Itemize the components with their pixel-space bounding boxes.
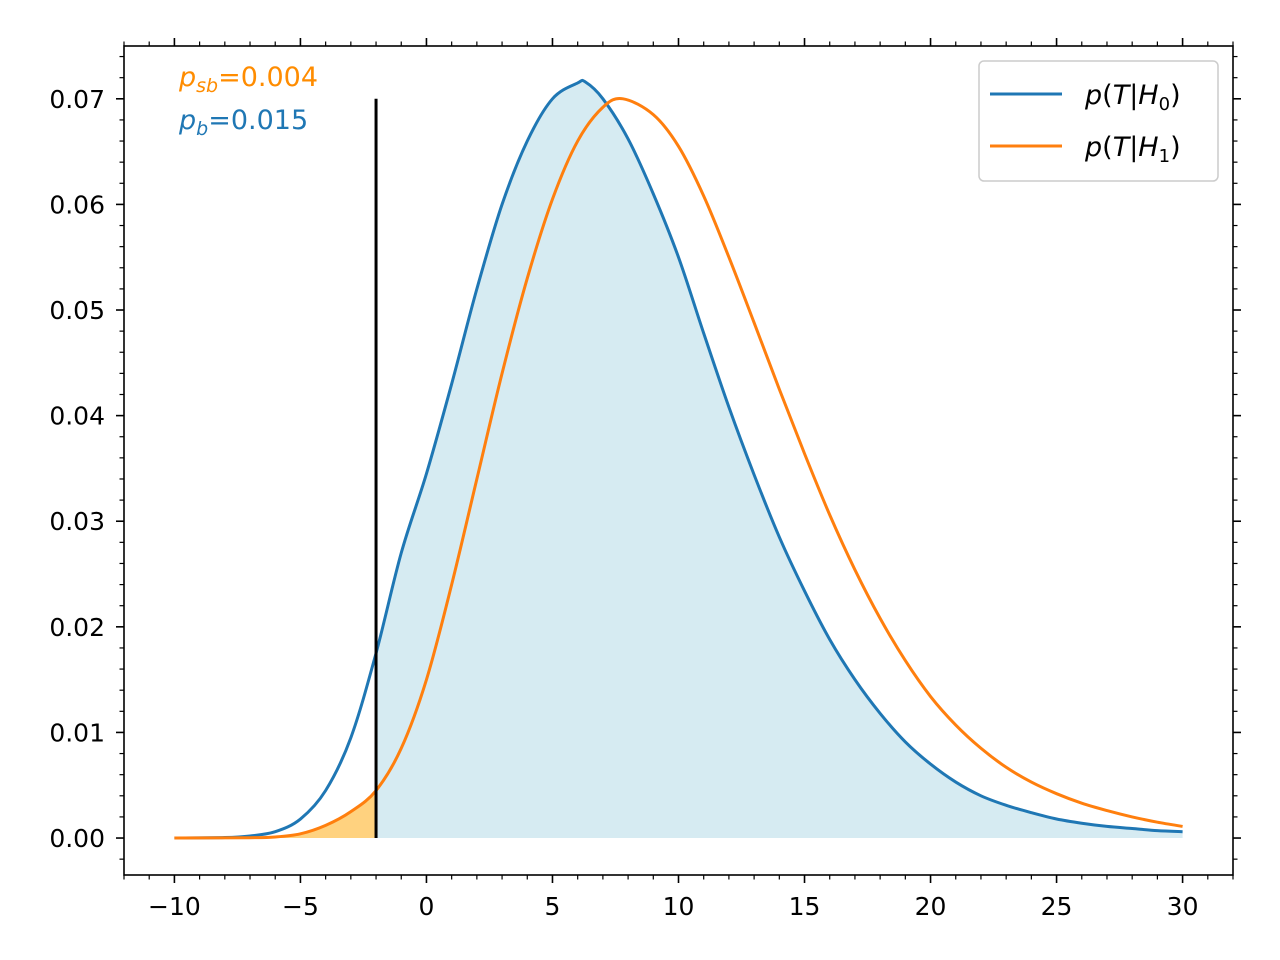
annotation-layer: psb=0.004 pb=0.015 [178, 62, 318, 140]
y-tick-label: 0.02 [49, 613, 105, 642]
legend-text-h: H [1138, 80, 1158, 111]
x-tick-label: 20 [915, 892, 947, 921]
legend-text-t: T [1113, 132, 1132, 163]
x-tick-label: −5 [282, 892, 319, 921]
legend-label-h0: p(T|H0) [1084, 80, 1181, 115]
x-tick-label: 15 [789, 892, 821, 921]
legend-text-t: T [1113, 80, 1132, 111]
legend: p(T|H0) p(T|H1) [978, 60, 1219, 182]
y-tick-label: 0.00 [49, 824, 105, 853]
lines-layer [174, 78, 1183, 840]
x-tick-label: 5 [545, 892, 561, 921]
legend-text-sub: 0 [1159, 94, 1170, 115]
legend-frame [978, 60, 1219, 182]
legend-text-p: p [1084, 80, 1102, 111]
legend-text-bar: | [1129, 132, 1138, 163]
annotation-p-b: pb=0.015 [178, 105, 308, 140]
y-tick-label: 0.05 [49, 296, 105, 325]
x-tick-label: −10 [148, 892, 201, 921]
annotation-p-sb: psb=0.004 [178, 62, 318, 97]
ticks-layer: −10 −5 0 5 10 15 20 25 300.000.010.020.030.040.0… [49, 38, 1241, 921]
x-tick-label: 0 [419, 892, 435, 921]
y-tick-label: 0.06 [49, 190, 105, 219]
annotation-value: =0.004 [218, 62, 318, 93]
x-tick-label: 25 [1041, 892, 1073, 921]
legend-text-close: ) [1170, 80, 1181, 111]
legend-text-p: p [1084, 132, 1102, 163]
legend-text-h: H [1138, 132, 1158, 163]
legend-text-sub: 1 [1159, 146, 1170, 167]
annotation-symbol: p [178, 105, 196, 136]
x-tick-label: 30 [1167, 892, 1199, 921]
legend-text-paren: ( [1102, 80, 1113, 111]
y-tick-label: 0.04 [49, 402, 105, 431]
legend-text-close: ) [1170, 132, 1181, 163]
series-line-h1 [174, 97, 1183, 840]
y-tick-label: 0.01 [49, 718, 105, 747]
annotation-subscript: b [196, 118, 208, 140]
annotation-value: =0.015 [208, 105, 308, 136]
series-line-h0 [174, 78, 1183, 840]
y-tick-label: 0.07 [49, 85, 105, 114]
y-tick-label: 0.03 [49, 507, 105, 536]
x-tick-label: 10 [663, 892, 695, 921]
fill-area-0 [376, 82, 1183, 839]
annotation-symbol: p [178, 62, 196, 93]
legend-label-h1: p(T|H1) [1084, 132, 1181, 167]
annotation-subscript: sb [196, 75, 218, 97]
legend-text-paren: ( [1102, 132, 1113, 163]
legend-text-bar: | [1129, 80, 1138, 111]
